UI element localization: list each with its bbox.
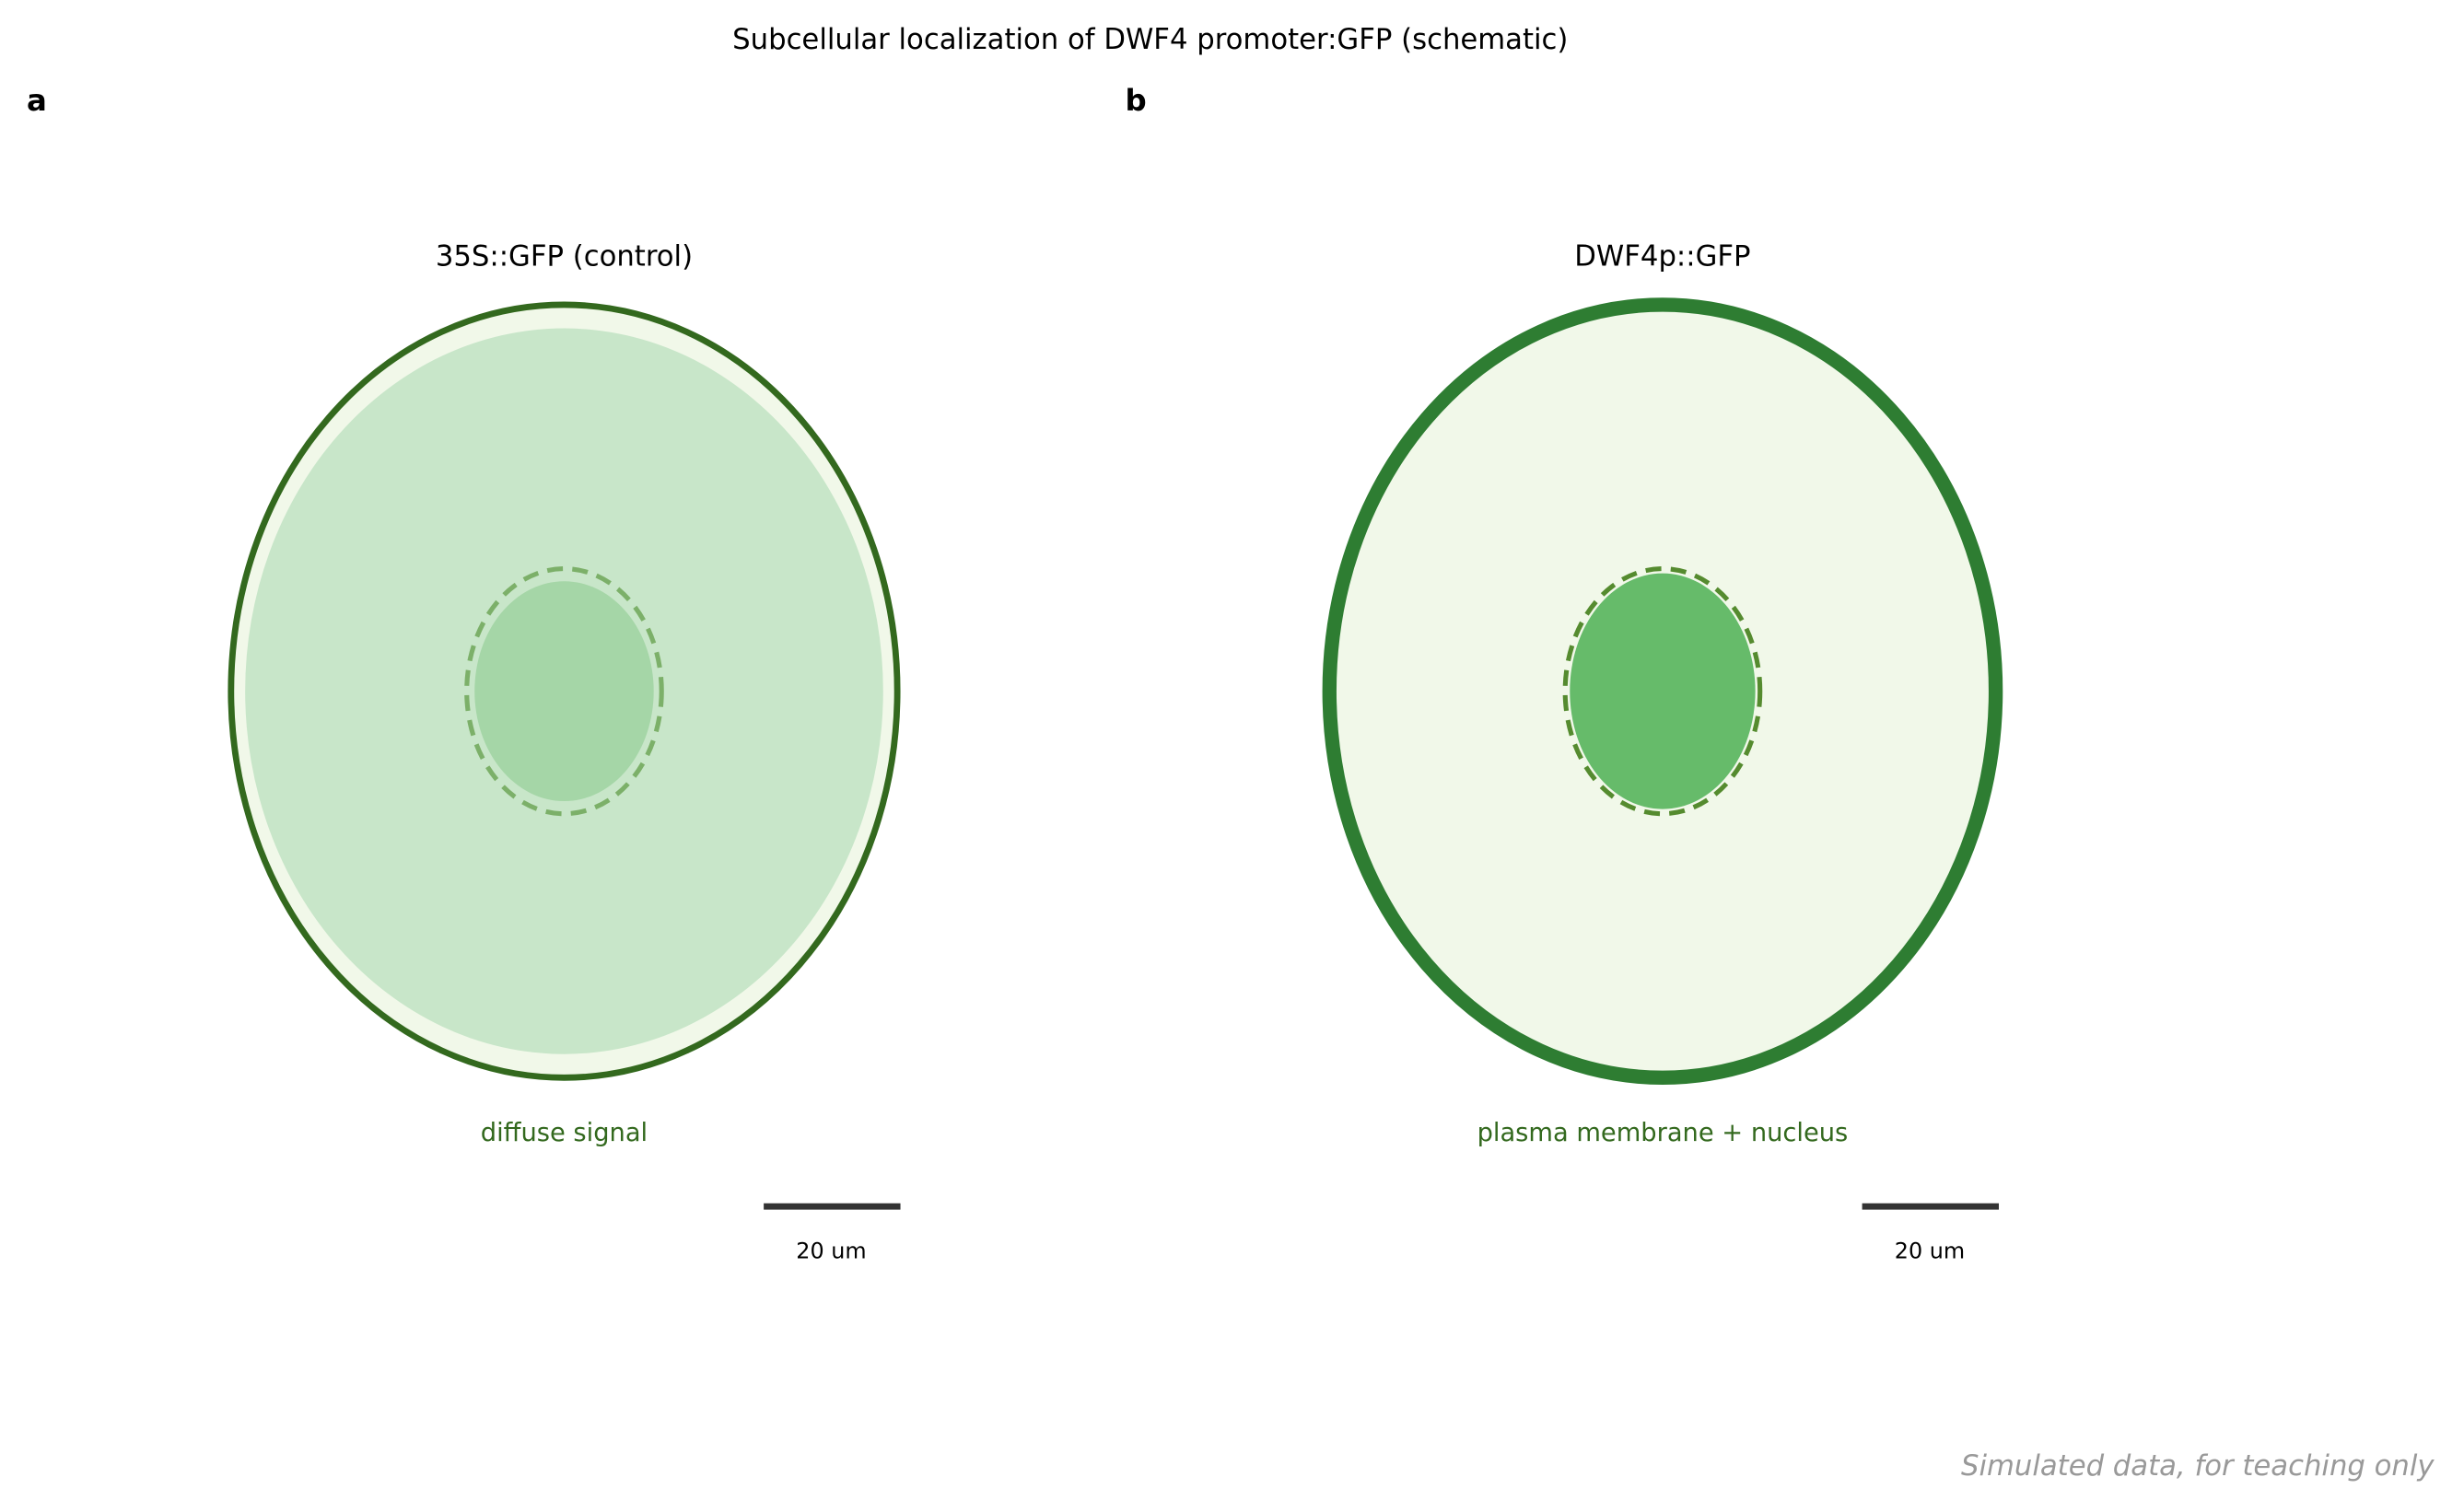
panel-label: b: [1125, 83, 1146, 118]
nucleus-outline: [464, 566, 664, 817]
panel-caption: plasma membrane + nucleus: [1477, 1119, 1849, 1147]
panel-label: a: [27, 83, 47, 118]
scale-bar-label: 20 um: [1895, 1239, 1965, 1264]
footnote: Simulated data, for teaching only: [1961, 1450, 2435, 1483]
scale-bar-label: 20 um: [796, 1239, 866, 1264]
panel-title: 35S::GFP (control): [436, 240, 693, 273]
panel-caption: diffuse signal: [481, 1119, 648, 1147]
panel: b DWF4p::GFP plasma membrane + nucleus 2…: [1125, 83, 2003, 1264]
nucleus-signal: [474, 581, 654, 802]
panel-title: DWF4p::GFP: [1574, 240, 1750, 273]
panel: a 35S::GFP (control) diffuse signal 20 u…: [27, 83, 901, 1264]
figure-title: Subcellular localization of DWF4 promote…: [732, 24, 1568, 56]
nucleus-signal: [1570, 573, 1756, 809]
nucleus-outline: [1562, 566, 1763, 817]
